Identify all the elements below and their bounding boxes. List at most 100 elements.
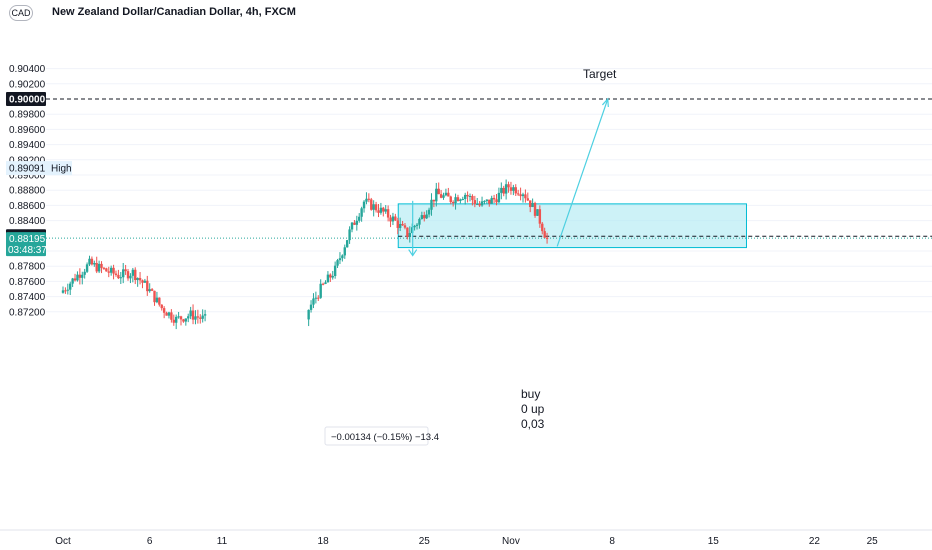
candle-body xyxy=(122,269,125,278)
candle-body xyxy=(533,202,537,216)
candle-body xyxy=(348,229,351,241)
candle-body xyxy=(134,269,137,281)
candle-body xyxy=(114,273,118,275)
drawn-arrows[interactable] xyxy=(408,97,609,257)
candle-body xyxy=(420,215,424,219)
x-tick-label: 18 xyxy=(318,536,330,547)
y-tick-label: 0.88400 xyxy=(9,216,46,227)
candle-body xyxy=(500,187,503,193)
high-tag-price: 0.89091 xyxy=(9,164,46,175)
candle-body xyxy=(386,209,390,218)
candle-body xyxy=(401,223,404,226)
candle-body xyxy=(112,267,115,274)
measure-arrowhead[interactable] xyxy=(408,249,418,257)
candle-body xyxy=(309,304,313,310)
candle-body xyxy=(415,224,419,226)
target-arrow[interactable] xyxy=(556,98,609,247)
candle-body xyxy=(321,283,325,285)
candle-body xyxy=(170,312,173,320)
candle-body xyxy=(504,184,508,194)
candle-body xyxy=(143,280,147,283)
candle-body xyxy=(107,271,110,273)
candle-body xyxy=(516,193,520,195)
candle-body xyxy=(126,271,130,279)
candle-body xyxy=(81,274,84,278)
y-tick-label: 0.87600 xyxy=(9,277,46,288)
candle-body xyxy=(69,283,72,290)
candle-body xyxy=(187,316,190,319)
candle-body xyxy=(485,199,489,201)
y-tick-label: 0.90400 xyxy=(9,64,46,75)
candle-body xyxy=(512,187,515,191)
candle-body xyxy=(413,225,416,228)
candle-body xyxy=(454,197,457,204)
candle-body xyxy=(95,263,98,272)
candle-body xyxy=(451,202,455,204)
candle-body xyxy=(377,210,380,213)
candle-body xyxy=(131,269,135,276)
buy-zone[interactable] xyxy=(397,203,747,249)
candle-body xyxy=(360,208,363,217)
candle-body xyxy=(476,203,479,205)
candle-body xyxy=(194,316,197,320)
x-tick-label: 25 xyxy=(867,536,879,547)
candle-body xyxy=(326,274,330,283)
target-arrowhead[interactable] xyxy=(601,97,609,108)
candle-body xyxy=(179,316,183,320)
candle-body xyxy=(64,290,67,292)
candle-body xyxy=(447,192,450,197)
candle-body xyxy=(384,209,387,212)
candle-body xyxy=(129,275,132,279)
candle-body xyxy=(78,274,82,278)
candle-body xyxy=(490,197,493,204)
y-tick-label: 0.87200 xyxy=(9,307,46,318)
candle-body xyxy=(150,289,154,291)
measure-box xyxy=(324,426,429,446)
candle-body xyxy=(427,209,431,215)
candle-body xyxy=(423,215,426,219)
candle-body xyxy=(148,289,151,292)
candle-body xyxy=(312,298,315,305)
candle-body xyxy=(85,264,89,272)
buy-zone-rect[interactable] xyxy=(397,203,747,249)
y-tick-label: 0.88600 xyxy=(9,201,46,212)
candles xyxy=(61,179,549,330)
candle-body xyxy=(408,232,411,238)
x-tick-label: 6 xyxy=(147,536,153,547)
price-axis[interactable]: 0.90400 0.90200 0.89800 0.89600 0.89400 0.892… xyxy=(9,64,46,318)
candle-body xyxy=(160,304,163,309)
candle-body xyxy=(66,289,70,291)
y-tick-label: 0.90200 xyxy=(9,79,46,90)
candle-body xyxy=(155,297,159,303)
candle-body xyxy=(353,222,356,225)
y-tick-label: 0.88800 xyxy=(9,186,46,197)
candle-body xyxy=(492,197,496,200)
x-tick-label: 22 xyxy=(809,536,821,547)
candle-body xyxy=(331,276,334,278)
candle-body xyxy=(336,260,339,266)
candle-body xyxy=(362,201,366,209)
candle-body xyxy=(329,274,332,278)
candle-body xyxy=(468,195,472,197)
candle-body xyxy=(182,319,185,322)
candle-body xyxy=(314,297,318,299)
candle-body xyxy=(391,216,395,222)
candle-body xyxy=(497,192,501,203)
candle-body xyxy=(483,200,486,202)
candle-body xyxy=(83,271,86,275)
candle-body xyxy=(488,199,491,204)
candle-body xyxy=(61,290,65,293)
candle-body xyxy=(165,312,168,316)
candle-body xyxy=(338,258,342,261)
time-axis[interactable]: Oct6111825Nov8152225Dec xyxy=(0,529,932,547)
candle-body xyxy=(76,274,79,281)
candle-body xyxy=(418,218,421,225)
candle-body xyxy=(358,216,361,221)
candle-body xyxy=(425,214,428,219)
candle-body xyxy=(119,277,122,279)
candle-body xyxy=(471,195,474,201)
candle-body xyxy=(507,184,510,188)
candle-body xyxy=(100,263,103,268)
